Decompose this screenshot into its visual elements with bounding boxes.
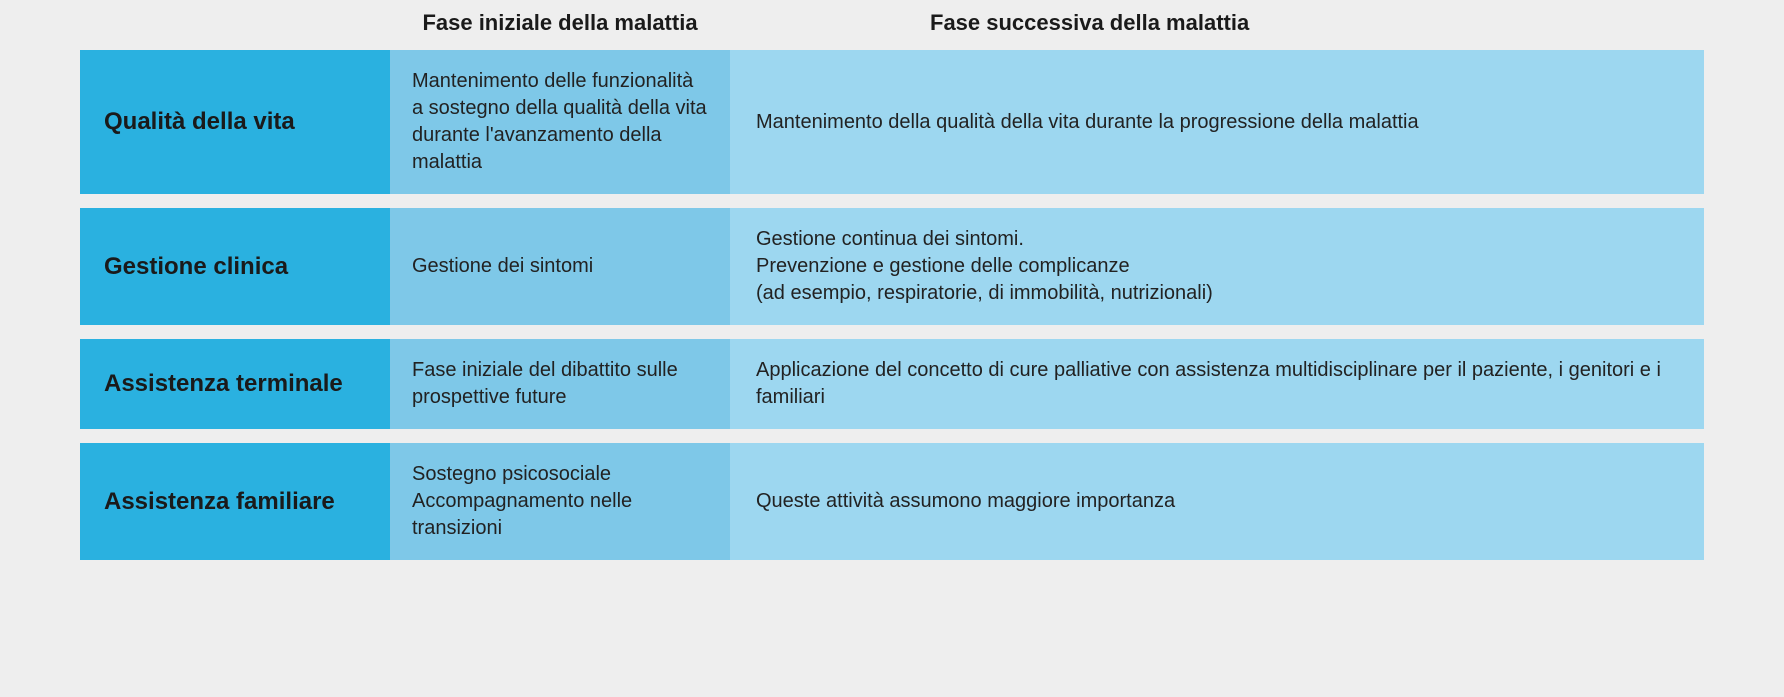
cell-text: Fase iniziale del dibattito sulle prospe… [412,357,708,411]
cell-later: Queste attività assumono maggiore import… [730,443,1704,560]
cell-text: Gestione dei sintomi [412,253,593,280]
row-label-terminal-care: Assistenza terminale [80,339,390,429]
row-label-quality-of-life: Qualità della vita [80,50,390,194]
cell-text: Queste attività assumono maggiore import… [756,488,1175,515]
cell-later: Mantenimento della qualità della vita du… [730,50,1704,194]
cell-text: Applicazione del concetto di cure pallia… [756,357,1678,411]
table-header-row: Fase iniziale della malattia Fase succes… [80,0,1704,50]
table-row: Assistenza familiare Sostegno psicosocia… [80,443,1704,560]
cell-text: Gestione continua dei sintomi. Prevenzio… [756,226,1213,307]
row-label-text: Gestione clinica [104,252,288,282]
comparison-table: Fase iniziale della malattia Fase succes… [0,0,1784,614]
cell-text: Sostegno psicosociale Accompagnamento ne… [412,461,708,542]
table-row: Gestione clinica Gestione dei sintomi Ge… [80,208,1704,325]
row-label-text: Assistenza familiare [104,487,335,517]
row-label-clinical-management: Gestione clinica [80,208,390,325]
row-label-text: Assistenza terminale [104,369,343,399]
cell-text: Mantenimento della qualità della vita du… [756,109,1419,136]
cell-initial: Gestione dei sintomi [390,208,730,325]
cell-initial: Mantenimento delle funzionalità a sosteg… [390,50,730,194]
table-row: Qualità della vita Mantenimento delle fu… [80,50,1704,194]
cell-text: Mantenimento delle funzionalità a sosteg… [412,68,708,176]
header-spacer [80,10,390,36]
cell-later: Gestione continua dei sintomi. Prevenzio… [730,208,1704,325]
row-label-text: Qualità della vita [104,107,295,137]
cell-initial: Sostegno psicosociale Accompagnamento ne… [390,443,730,560]
table-row: Assistenza terminale Fase iniziale del d… [80,339,1704,429]
row-label-family-care: Assistenza familiare [80,443,390,560]
cell-later: Applicazione del concetto di cure pallia… [730,339,1704,429]
header-later-phase: Fase successiva della malattia [730,10,1704,36]
cell-initial: Fase iniziale del dibattito sulle prospe… [390,339,730,429]
header-initial-phase: Fase iniziale della malattia [390,10,730,36]
